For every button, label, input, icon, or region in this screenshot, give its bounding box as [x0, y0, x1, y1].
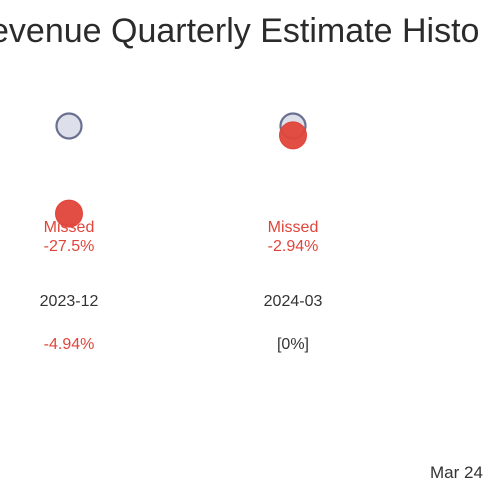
- period-label: 2024-03: [264, 293, 323, 310]
- actual-marker: [279, 121, 307, 150]
- surprise-label: -2.94%: [268, 238, 319, 255]
- actual-marker: [55, 199, 83, 228]
- change-label: [0%]: [277, 336, 309, 353]
- result-label: Missed: [268, 219, 319, 236]
- estimate-marker: [55, 112, 83, 140]
- result-label: Missed: [44, 219, 95, 236]
- date-stamp: Mar 24: [430, 463, 483, 482]
- chart-title: evenue Quarterly Estimate Histo: [0, 12, 480, 50]
- surprise-label: -27.5%: [44, 238, 95, 255]
- change-label: -4.94%: [44, 336, 95, 353]
- period-label: 2023-12: [40, 293, 99, 310]
